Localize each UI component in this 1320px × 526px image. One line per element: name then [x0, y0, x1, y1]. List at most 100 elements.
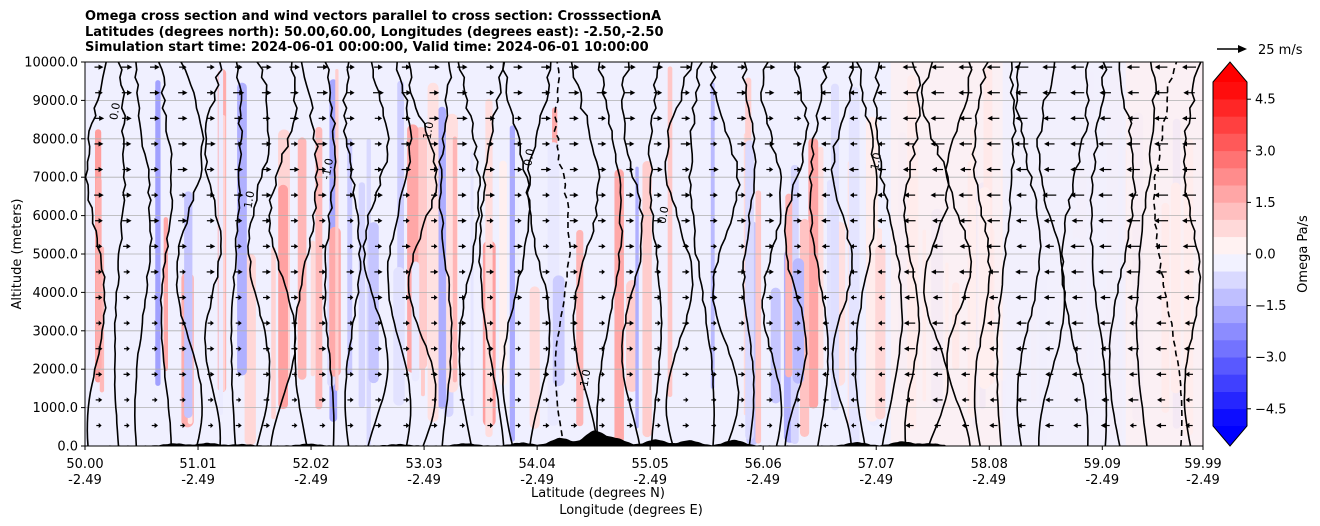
wind-vector-arrow-icon [1073, 397, 1078, 403]
wind-vector-arrow-icon [1156, 320, 1162, 326]
wind-vector-arrow-icon [1043, 294, 1049, 301]
wind-vector-arrow-icon [545, 294, 551, 301]
y-tick-label: 3000.0 [33, 324, 79, 339]
wind-vector-arrow-icon [629, 141, 635, 147]
wind-vector-arrow-icon [322, 192, 327, 198]
contour-label: 0.0 [521, 148, 537, 167]
wind-vector-arrow-icon [573, 397, 578, 403]
omega-streak [297, 137, 307, 380]
wind-vector-arrow-icon [406, 166, 412, 173]
wind-vector-arrow-icon [350, 115, 355, 121]
wind-vector-arrow-icon [98, 90, 103, 96]
wind-vector-arrow-icon [378, 115, 383, 121]
omega-streak [770, 287, 781, 404]
wind-vector-arrow-icon [1017, 422, 1022, 429]
colorbar-tick-label: 0.0 [1255, 248, 1276, 263]
contour-line [407, 62, 438, 446]
wind-vector-arrow-icon [1182, 64, 1188, 70]
wind-vector-arrow-icon [266, 422, 270, 429]
wind-vector-arrow-icon [932, 294, 938, 301]
wind-vector-arrow-icon [1044, 346, 1050, 352]
wind-vector-arrow-icon [573, 422, 578, 429]
wind-vector-arrow-icon [685, 218, 691, 224]
wind-vector-arrow-icon [126, 166, 132, 173]
wind-vector-arrow-icon [1182, 218, 1188, 224]
contour-line [133, 62, 153, 446]
wind-vector-arrow-icon [1098, 218, 1104, 224]
contour-line [247, 62, 271, 446]
contour-line [1108, 62, 1137, 446]
wind-vector-arrow-icon [238, 422, 242, 429]
wind-vector-arrow-icon [1016, 320, 1022, 326]
wind-vector-arrow-icon [182, 192, 187, 198]
wind-vector-arrow-icon [685, 371, 690, 377]
wind-vector-arrow-icon [545, 422, 550, 429]
wind-vector-arrow-icon [1154, 192, 1160, 198]
colorbar-segment [1213, 133, 1247, 152]
wind-vector-arrow-icon [378, 320, 382, 326]
wind-vector-arrow-icon [1101, 371, 1106, 377]
omega-streak [368, 222, 379, 384]
wind-vector-arrow-icon [434, 243, 438, 249]
wind-vector-arrow-icon [378, 218, 383, 224]
wind-vector-arrow-icon [434, 64, 440, 70]
chart-title: Omega cross section and wind vectors par… [85, 9, 664, 56]
wind-vector-arrow-icon [238, 346, 242, 352]
wind-vector-arrow-icon [821, 166, 827, 173]
wind-vector-arrow-icon [1070, 166, 1076, 173]
title-line-3: Simulation start time: 2024-06-01 00:00:… [85, 40, 649, 55]
wind-vector-arrow-icon [517, 115, 522, 121]
wind-vector-arrow-icon [126, 397, 130, 403]
wind-vector-arrow-icon [517, 294, 523, 301]
wind-vector-arrow-icon [378, 346, 382, 352]
wind-vector-arrow-icon [822, 269, 827, 275]
wind-vector-arrow-icon [266, 141, 272, 147]
wind-vector-arrow-icon [434, 294, 438, 301]
y-tick-label: 10000.0 [24, 56, 78, 71]
wind-vector-arrow-icon [1126, 243, 1132, 249]
wind-vector-arrow-icon [406, 320, 410, 326]
wind-vector-arrow-icon [741, 346, 745, 352]
omega-streak [865, 116, 879, 422]
wind-vector-arrow-icon [126, 141, 132, 147]
wind-vector-arrow-icon [461, 371, 466, 377]
wind-vector-arrow-icon [406, 346, 410, 352]
wind-vector-arrow-icon [294, 346, 298, 352]
wind-vector-arrow-icon [741, 422, 746, 429]
wind-vector-arrow-icon [545, 115, 551, 121]
colorbar-extend-min [1213, 426, 1247, 446]
wind-vector-arrow-icon [350, 166, 355, 173]
wind-vector-arrow-icon [657, 90, 663, 96]
wind-vector-arrow-icon [820, 141, 826, 147]
y-tick-label: 7000.0 [33, 171, 79, 186]
contour-line [1036, 62, 1066, 446]
wind-vector-arrow-icon [932, 243, 938, 249]
wind-vector-arrow-icon [573, 346, 578, 352]
wind-vector-arrow-icon [322, 320, 327, 326]
wind-vector-arrow-icon [850, 243, 854, 249]
wind-vector-arrow-icon [769, 346, 773, 352]
x-tick-label-lon: -2.49 [181, 473, 215, 488]
wind-vector-arrow-icon [350, 90, 355, 96]
colorbar-tick-label: −3.0 [1255, 351, 1287, 366]
wind-vector-arrow-icon [126, 192, 132, 198]
wind-vector-arrow-icon [210, 218, 215, 224]
wind-vector-arrow-icon [713, 166, 719, 173]
wind-vector-arrow-icon [1016, 243, 1022, 249]
wind-vector-arrow-icon [958, 141, 964, 147]
colorbar-segment [1213, 288, 1247, 306]
wind-vector-arrow-icon [154, 115, 160, 121]
wind-vector-arrow-icon [902, 115, 908, 121]
wind-vector-arrow-icon [1045, 397, 1050, 403]
wind-vector-arrow-icon [741, 371, 746, 377]
wind-vector-arrow-icon [98, 371, 103, 377]
wind-vector-arrow-icon [489, 141, 494, 147]
wind-vector-arrow-icon [182, 422, 186, 429]
x-axis-label-lat: Latitude (degrees N) [531, 486, 665, 501]
wind-vector-arrow-icon [406, 397, 410, 403]
wind-vector-arrow-icon [769, 243, 775, 249]
wind-vector-arrow-icon [126, 422, 130, 429]
wind-vector-arrow-icon [630, 90, 636, 96]
colorbar-segment [1213, 168, 1247, 186]
wind-vector-arrow-icon [986, 166, 992, 173]
